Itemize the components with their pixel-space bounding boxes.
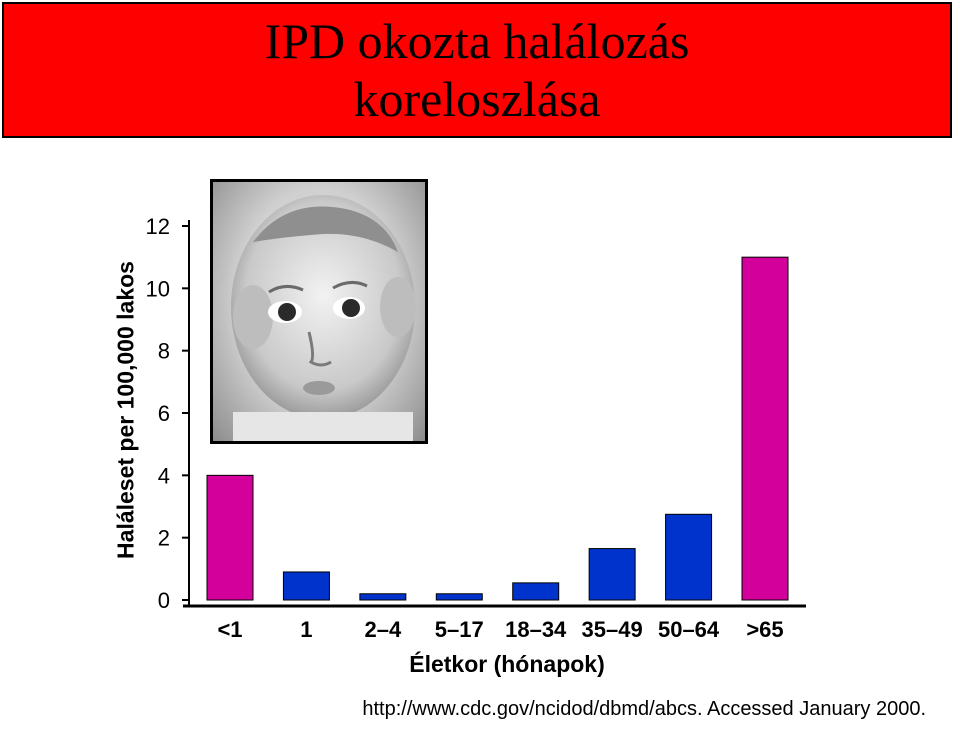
bar-5	[512, 582, 560, 601]
x-tick-label: 5–17	[435, 617, 484, 642]
bars	[206, 256, 789, 601]
bar-6	[588, 548, 636, 601]
baby-face-image	[231, 195, 416, 441]
y-tick-label: 8	[158, 339, 170, 364]
title-line-2: koreloszlása	[353, 71, 601, 127]
bar-7	[665, 513, 713, 601]
y-tick-label: 0	[158, 588, 170, 613]
y-tick-label: 10	[146, 276, 170, 301]
baby-photo	[210, 179, 428, 444]
x-tick-label: >65	[746, 617, 783, 642]
x-tick-label: 35–49	[582, 617, 643, 642]
x-tick-labels: <1 1 2–4 5–17 18–34 35–49 50–64 >65	[217, 617, 783, 642]
x-tick-label: 50–64	[658, 617, 720, 642]
x-tick-label: 2–4	[364, 617, 401, 642]
title-banner: IPD okozta halálozás koreloszlása	[2, 2, 952, 138]
x-axis-label: Életkor (hónapok)	[409, 650, 605, 677]
y-tick-label: 6	[158, 401, 170, 426]
bar-8	[741, 256, 789, 601]
bar-1	[206, 474, 254, 601]
y-tick-label: 2	[158, 526, 170, 551]
bar-2	[282, 571, 330, 601]
source-footnote: http://www.cdc.gov/ncidod/dbmd/abcs. Acc…	[362, 698, 926, 720]
x-tick-label: <1	[217, 617, 242, 642]
bar-3	[359, 593, 407, 601]
title-line-1: IPD okozta halálozás	[264, 13, 690, 69]
y-tick-label: 4	[158, 463, 170, 488]
y-ticks: 0 2 4 6 8 10 12	[146, 214, 189, 613]
bar-4	[435, 593, 483, 601]
x-tick-label: 1	[300, 617, 312, 642]
y-tick-label: 12	[146, 214, 170, 239]
x-tick-label: 18–34	[505, 617, 567, 642]
